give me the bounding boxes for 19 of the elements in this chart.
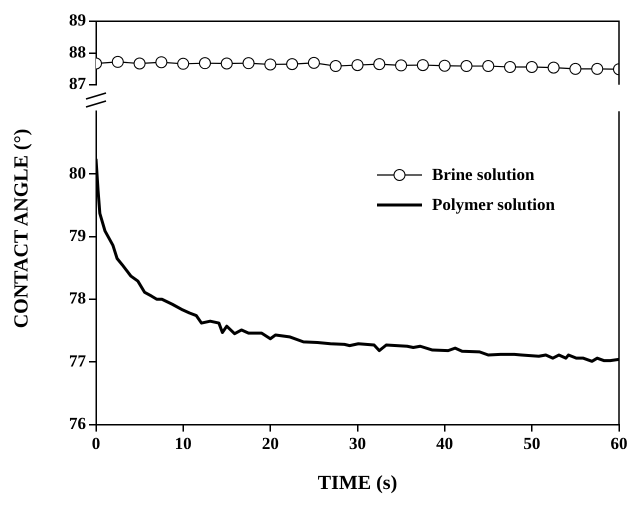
y-tick-label: 89 bbox=[69, 10, 86, 30]
y-tick-label: 76 bbox=[69, 414, 86, 433]
x-tick-label: 20 bbox=[262, 434, 279, 454]
y-tick-label: 77 bbox=[69, 351, 86, 370]
x-tick-label: 10 bbox=[174, 434, 192, 454]
x-tick-label: 40 bbox=[436, 434, 454, 454]
y-tick-label: 79 bbox=[69, 226, 86, 245]
x-tick-label: 50 bbox=[523, 434, 540, 454]
legend-label: Brine solution bbox=[432, 165, 534, 185]
y-tick-label: 78 bbox=[69, 288, 86, 308]
x-tick-label: 0 bbox=[92, 434, 100, 454]
y-tick-label: 88 bbox=[69, 42, 86, 62]
x-axis-title: TIME (s) bbox=[318, 472, 398, 494]
y-axis-title: CONTACT ANGLE (°) bbox=[10, 128, 34, 328]
y-tick-label: 87 bbox=[69, 74, 86, 94]
x-tick-label: 60 bbox=[610, 434, 628, 454]
x-tick-label: 30 bbox=[349, 434, 366, 454]
legend-label: Polymer solution bbox=[432, 195, 555, 215]
y-tick-label: 80 bbox=[69, 163, 86, 182]
